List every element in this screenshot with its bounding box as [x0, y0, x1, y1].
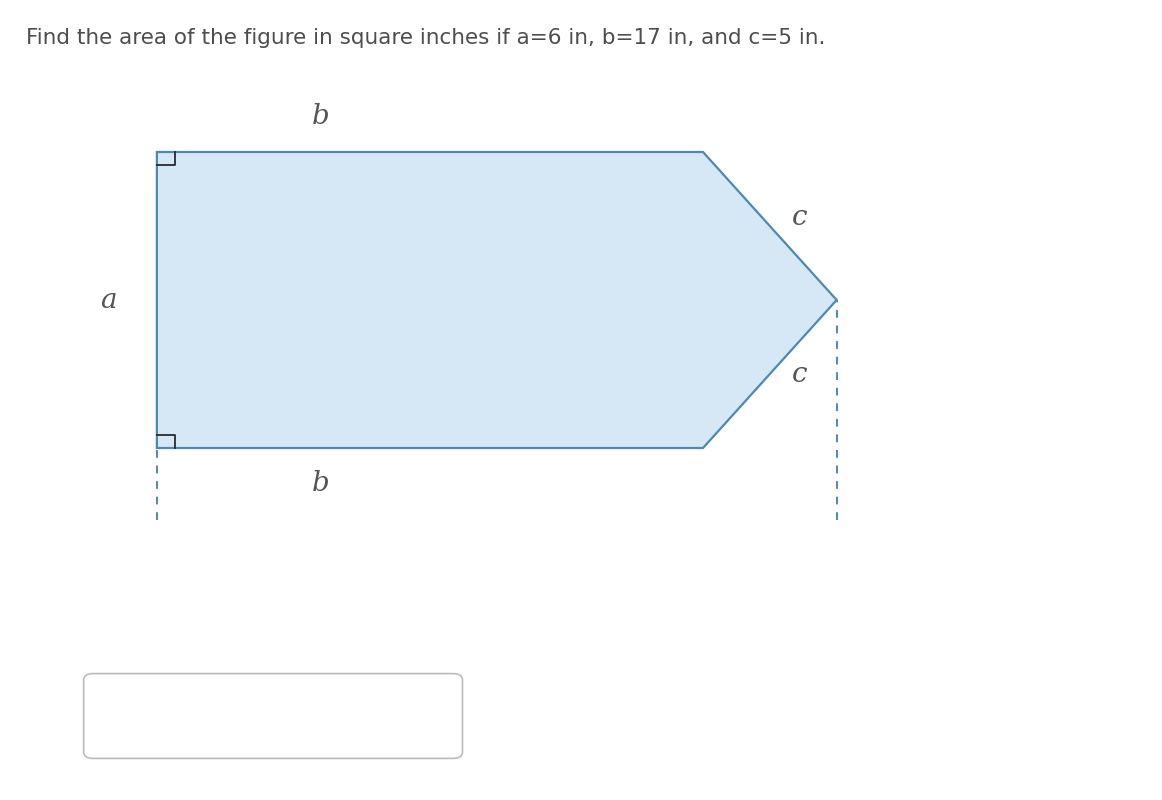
Text: Find the area of the figure in square inches if a=6 in, b=17 in, and c=5 in.: Find the area of the figure in square in… — [26, 28, 825, 48]
FancyBboxPatch shape — [84, 674, 462, 758]
Text: b: b — [311, 470, 330, 498]
Text: c: c — [792, 361, 808, 387]
Polygon shape — [157, 152, 837, 448]
Text: c: c — [792, 204, 808, 230]
Text: b: b — [311, 102, 330, 130]
Text: a: a — [100, 286, 116, 314]
